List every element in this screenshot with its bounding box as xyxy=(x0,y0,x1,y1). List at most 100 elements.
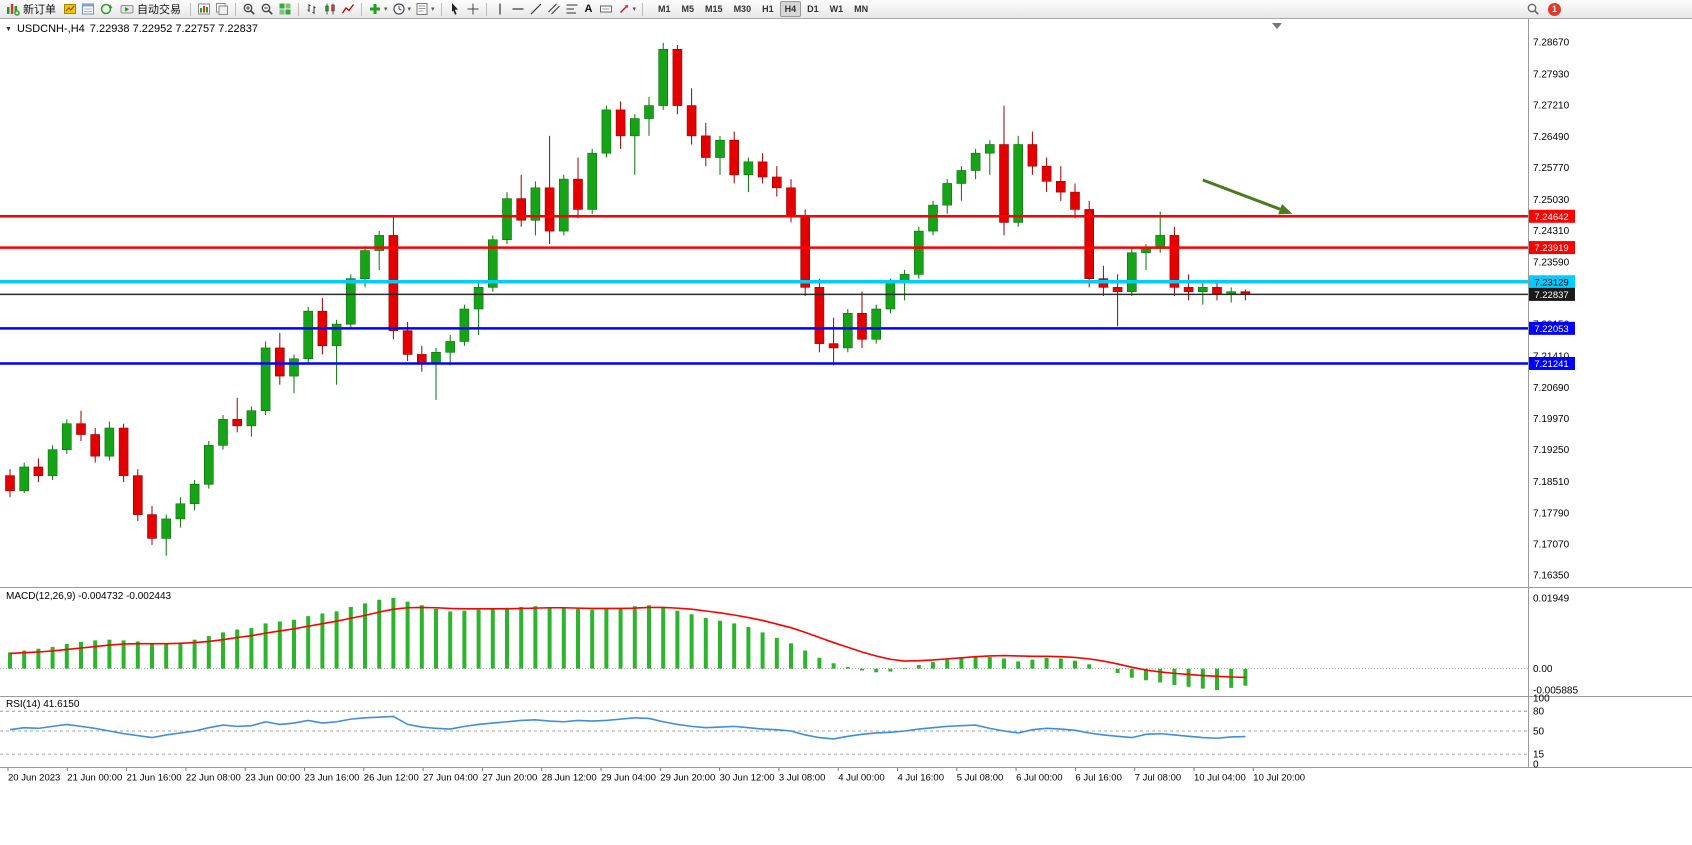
horizontal-line-tool-icon[interactable] xyxy=(511,2,525,16)
zoom-out-icon[interactable] xyxy=(260,2,274,16)
svg-text:-0.005885: -0.005885 xyxy=(1533,686,1578,697)
navigator-icon[interactable] xyxy=(99,2,113,16)
svg-text:7.19250: 7.19250 xyxy=(1533,445,1570,456)
price-axis[interactable]: 7.28670 7.27930 7.27210 7.26490 7.25770 7.250… xyxy=(1533,37,1570,581)
timeframe-m1[interactable]: M1 xyxy=(653,1,676,17)
candlestick-series xyxy=(5,42,1251,556)
svg-text:7.24642: 7.24642 xyxy=(1534,212,1568,223)
time-axis-label: 27 Jun 20:00 xyxy=(482,773,537,784)
svg-text:7.16350: 7.16350 xyxy=(1533,571,1570,582)
candlestick-type-icon[interactable] xyxy=(323,2,337,16)
data-window-icon[interactable] xyxy=(81,2,95,16)
toolbar-right-group: 1 xyxy=(1526,2,1689,16)
periods-icon[interactable] xyxy=(392,2,406,16)
macd-indicator-label: MACD(12,26,9) -0.004732 -0.002443 xyxy=(6,591,171,602)
line-chart-type-icon[interactable] xyxy=(341,2,355,16)
templates-icon[interactable] xyxy=(415,2,429,16)
arrows-tool-icon[interactable] xyxy=(617,2,631,16)
periods-dropdown-caret[interactable]: ▾ xyxy=(407,6,412,13)
timeframe-d1[interactable]: D1 xyxy=(802,1,824,17)
time-axis-label: 23 Jun 16:00 xyxy=(305,773,360,784)
svg-text:7.23919: 7.23919 xyxy=(1534,243,1568,254)
label-tool-icon[interactable] xyxy=(599,2,613,16)
toolbar-separator xyxy=(190,2,191,16)
macd-values: -0.004732 -0.002443 xyxy=(78,591,172,602)
templates-dropdown-caret[interactable]: ▾ xyxy=(431,6,435,13)
cursor-icon[interactable] xyxy=(448,2,462,16)
time-axis-label: 21 Jun 16:00 xyxy=(127,773,182,784)
chart-symbol-period: USDCNH-,H4 xyxy=(16,23,85,35)
macd-name: MACD(12,26,9) xyxy=(6,591,76,602)
svg-text:7.25030: 7.25030 xyxy=(1533,195,1570,206)
svg-text:7.17790: 7.17790 xyxy=(1533,508,1570,519)
zoom-in-icon[interactable] xyxy=(242,2,256,16)
svg-text:7.18510: 7.18510 xyxy=(1533,477,1570,488)
fibonacci-tool-icon[interactable] xyxy=(565,2,579,16)
arrows-dropdown-caret[interactable]: ▾ xyxy=(632,6,637,13)
time-axis-label: 23 Jun 00:00 xyxy=(245,773,300,784)
time-axis-label: 27 Jun 04:00 xyxy=(423,773,478,784)
price-tags: 7.24642 7.23919 7.23129 7.22837 7.22053 7.212… xyxy=(1528,209,1575,370)
time-axis-label: 20 Jun 2023 xyxy=(8,773,60,784)
price-tag-7.23129 xyxy=(1528,275,1575,289)
svg-text:7.27930: 7.27930 xyxy=(1533,69,1570,80)
time-axis-label: 10 Jul 20:00 xyxy=(1253,773,1305,784)
rsi-line xyxy=(9,715,1246,740)
vertical-line-tool-icon[interactable] xyxy=(493,2,507,16)
auto-trading-button[interactable]: 自动交易 xyxy=(117,1,184,18)
time-axis[interactable]: 20 Jun 2023 21 Jun 00:00 21 Jun 16:00 22 Ju… xyxy=(7,768,1305,784)
macd-panel xyxy=(0,597,1528,691)
main-toolbar: 新订单 自动交易 ▾ ▾ ▾ A ▾ xyxy=(0,0,1692,19)
search-icon[interactable] xyxy=(1526,2,1540,16)
chart-profiles-icon[interactable] xyxy=(215,2,229,16)
svg-text:15: 15 xyxy=(1533,750,1545,761)
time-axis-label: 29 Jun 04:00 xyxy=(601,773,656,784)
trendline-tool-icon[interactable] xyxy=(529,2,543,16)
indicators-icon[interactable] xyxy=(368,2,382,16)
time-axis-label: 30 Jun 12:00 xyxy=(720,773,775,784)
time-axis-label: 4 Jul 00:00 xyxy=(838,773,884,784)
new-order-icon xyxy=(7,4,20,16)
new-order-button[interactable]: 新订单 xyxy=(3,1,59,18)
channel-tool-icon[interactable] xyxy=(547,2,561,16)
svg-text:7.26490: 7.26490 xyxy=(1533,132,1570,143)
timeframe-w1[interactable]: W1 xyxy=(825,1,849,17)
collapse-chart-icon[interactable]: ▼ xyxy=(5,25,12,33)
new-order-label: 新订单 xyxy=(23,4,56,16)
indicators-dropdown-caret[interactable]: ▾ xyxy=(384,6,388,13)
svg-text:0.01949: 0.01949 xyxy=(1533,594,1570,605)
bar-chart-type-icon[interactable] xyxy=(305,2,319,16)
new-chart-icon[interactable] xyxy=(197,2,211,16)
notification-badge[interactable]: 1 xyxy=(1548,2,1561,16)
svg-text:7.23590: 7.23590 xyxy=(1533,257,1570,268)
crosshair-icon[interactable] xyxy=(466,2,480,16)
tile-windows-icon[interactable] xyxy=(278,2,292,16)
timeframe-m30[interactable]: M30 xyxy=(729,1,757,17)
rsi-axis[interactable]: 100 80 50 150 xyxy=(1533,694,1550,771)
svg-text:7.22053: 7.22053 xyxy=(1534,324,1568,335)
trend-arrow-annotation[interactable] xyxy=(1202,178,1293,215)
time-axis-label: 26 Jun 12:00 xyxy=(364,773,419,784)
svg-text:7.21241: 7.21241 xyxy=(1534,359,1568,370)
svg-text:7.20690: 7.20690 xyxy=(1533,383,1570,394)
macd-axis[interactable]: 0.01949 0.00 -0.005885 xyxy=(1533,594,1578,697)
svg-text:7.24310: 7.24310 xyxy=(1533,226,1570,237)
timeframe-m15[interactable]: M15 xyxy=(700,1,728,17)
svg-text:50: 50 xyxy=(1533,727,1545,738)
market-watch-icon[interactable] xyxy=(63,2,77,16)
price-tag-7.23919 xyxy=(1528,241,1575,255)
text-tool-button[interactable]: A xyxy=(583,1,595,18)
auto-trading-label: 自动交易 xyxy=(137,4,181,16)
timeframe-h1[interactable]: H1 xyxy=(757,1,779,17)
chart-header: ▼ USDCNH-,H4 7.22938 7.22952 7.22757 7.2… xyxy=(5,23,258,35)
svg-text:0.00: 0.00 xyxy=(1533,664,1553,675)
auto-trading-icon xyxy=(120,5,134,14)
time-axis-label: 29 Jun 20:00 xyxy=(660,773,715,784)
chart-shift-marker[interactable] xyxy=(1272,23,1282,29)
macd-signal-line xyxy=(9,606,1246,679)
svg-text:100: 100 xyxy=(1533,694,1550,705)
timeframe-h4[interactable]: H4 xyxy=(779,1,802,17)
toolbar-separator xyxy=(361,2,362,16)
timeframe-mn[interactable]: MN xyxy=(849,1,873,17)
timeframe-m5[interactable]: M5 xyxy=(677,1,700,17)
